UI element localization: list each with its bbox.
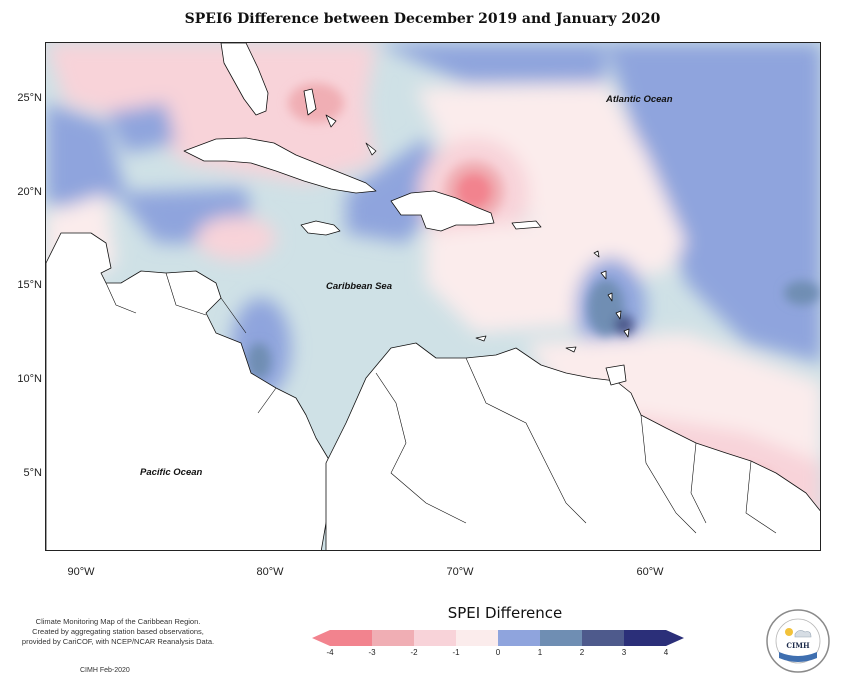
field-hispaniola-peak <box>456 173 492 209</box>
legend-tick-label: 0 <box>495 648 501 657</box>
border-3 <box>220 297 247 334</box>
legend-tick-label: 1 <box>537 648 543 657</box>
border-9 <box>745 460 777 534</box>
footer-note: Climate Monitoring Map of the Caribbean … <box>8 617 228 647</box>
legend-colorbar <box>312 630 684 646</box>
land-abc-islands <box>475 335 487 342</box>
field-bahamas-dry <box>46 43 376 183</box>
footer-credit: CIMH Feb-2020 <box>80 667 130 674</box>
lat-label-25n: 25°N <box>17 92 42 104</box>
legend-swatch <box>330 630 372 646</box>
border-6 <box>465 357 587 524</box>
footer-note-line: provided by CariCOF, with NCEP/NCAR Rean… <box>21 637 215 646</box>
land-antilles-4 <box>615 310 622 320</box>
cimh-seal-icon: CIMH <box>766 609 830 673</box>
field-windward-wet <box>346 138 446 243</box>
legend-arrow-left <box>312 630 330 646</box>
legend-swatches <box>312 630 684 646</box>
legend-title: SPEI Difference <box>447 604 563 622</box>
logo-wave <box>779 652 817 662</box>
legend-swatch <box>624 630 666 646</box>
border-8 <box>690 442 707 524</box>
field-cuba-wet <box>106 103 176 153</box>
legend-tick-label: -2 <box>410 648 418 657</box>
lat-label-5n: 5°N <box>23 467 42 479</box>
field-atlantic-core <box>784 281 820 305</box>
land-antilles-1 <box>593 250 600 258</box>
spei-map <box>46 43 820 550</box>
land-florida <box>220 43 269 116</box>
land-bahamas-2 <box>325 114 337 128</box>
legend-tick-label: -1 <box>452 648 460 657</box>
field-antilles-peak <box>614 315 634 335</box>
field-atlantic-wet <box>606 43 820 363</box>
legend-tick-label: 4 <box>663 648 669 657</box>
footer-note-line: Created by aggregating station based obs… <box>32 627 204 636</box>
land-hispaniola <box>390 190 495 232</box>
border-1 <box>105 282 137 314</box>
border-5 <box>375 372 467 524</box>
field-atlantic-light-dry <box>416 83 686 273</box>
legend-swatch <box>456 630 498 646</box>
land-margarita <box>565 346 577 353</box>
lon-label-90w: 90°W <box>67 566 95 578</box>
field-bahamas-core <box>288 83 344 123</box>
lon-label-70w: 70°W <box>446 566 474 578</box>
land-antilles-5 <box>623 328 630 338</box>
field-jamaica-dry <box>196 216 276 260</box>
land-jamaica <box>300 220 341 236</box>
legend-tick-label: 2 <box>579 648 585 657</box>
land-puerto-rico <box>511 220 542 230</box>
legend-tick-label: 3 <box>621 648 627 657</box>
land-antilles-2 <box>600 270 607 280</box>
legend-swatch <box>582 630 624 646</box>
map-title: SPEI6 Difference between December 2019 a… <box>184 11 661 27</box>
logo-cloud <box>794 630 812 638</box>
field-north-wet <box>376 43 606 83</box>
land <box>46 43 820 550</box>
legend-tick-label: -4 <box>326 648 334 657</box>
caribbean-sea-label: Caribbean Sea <box>326 281 392 292</box>
legend-swatch <box>498 630 540 646</box>
legend-tick-label: -3 <box>368 648 376 657</box>
lat-label-10n: 10°N <box>17 373 42 385</box>
land-cuba <box>183 137 377 194</box>
lat-label-20n: 20°N <box>17 186 42 198</box>
lat-label-15n: 15°N <box>17 279 42 291</box>
logo-text: CIMH <box>786 641 810 650</box>
field-gulf-wet <box>46 103 126 213</box>
map-panel <box>45 42 821 551</box>
atlantic-ocean-label: Atlantic Ocean <box>606 94 673 105</box>
borders <box>105 272 777 534</box>
land-bahamas-1 <box>303 88 317 116</box>
border-2 <box>165 272 207 316</box>
legend-swatch <box>372 630 414 646</box>
lon-label-80w: 80°W <box>256 566 284 578</box>
legend-swatch <box>414 630 456 646</box>
land-bahamas-3 <box>365 142 377 156</box>
border-7 <box>640 414 697 534</box>
legend-arrow-right <box>666 630 684 646</box>
legend-swatch <box>540 630 582 646</box>
lon-label-60w: 60°W <box>636 566 664 578</box>
land-trinidad <box>605 364 627 386</box>
land-antilles-3 <box>607 292 613 302</box>
footer-note-line: Climate Monitoring Map of the Caribbean … <box>35 617 201 626</box>
field-central-america-core <box>247 343 271 379</box>
border-4 <box>257 387 277 414</box>
logo-sun <box>785 628 793 636</box>
pacific-ocean-label: Pacific Ocean <box>140 467 203 478</box>
